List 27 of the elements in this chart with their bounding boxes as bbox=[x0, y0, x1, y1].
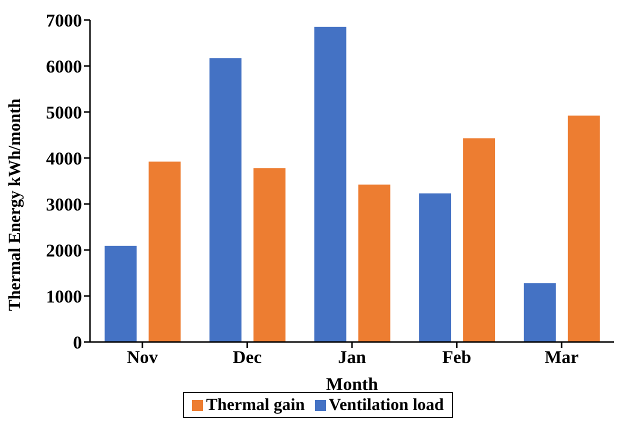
y-tick-label: 7000 bbox=[46, 10, 82, 30]
y-tick-label: 1000 bbox=[46, 286, 82, 306]
x-tick-label: Feb bbox=[442, 346, 472, 367]
y-tick-label: 5000 bbox=[46, 102, 82, 122]
bar bbox=[209, 58, 242, 342]
bar bbox=[419, 193, 452, 342]
bar bbox=[148, 162, 181, 342]
legend-label: Thermal gain bbox=[205, 395, 305, 415]
y-tick-label: 4000 bbox=[46, 148, 82, 168]
y-tick-label: 6000 bbox=[46, 56, 82, 76]
x-tick-label: Mar bbox=[544, 346, 579, 367]
y-tick-label: 3000 bbox=[46, 194, 82, 214]
legend-label: Ventilation load bbox=[328, 395, 444, 415]
y-axis-title: Thermal Energy kWh/month bbox=[5, 98, 24, 311]
bar bbox=[463, 138, 496, 342]
bar bbox=[568, 116, 600, 342]
y-tick-label: 0 bbox=[73, 332, 82, 352]
x-tick-label: Nov bbox=[126, 346, 158, 367]
bar bbox=[253, 168, 286, 342]
x-tick-label: Jan bbox=[338, 346, 366, 367]
x-tick-label: Dec bbox=[232, 346, 262, 367]
y-tick-label: 2000 bbox=[46, 240, 82, 260]
bar bbox=[524, 283, 556, 342]
bar bbox=[358, 184, 390, 342]
bar bbox=[314, 26, 346, 342]
x-axis-title: Month bbox=[326, 374, 378, 394]
bar bbox=[104, 246, 137, 342]
